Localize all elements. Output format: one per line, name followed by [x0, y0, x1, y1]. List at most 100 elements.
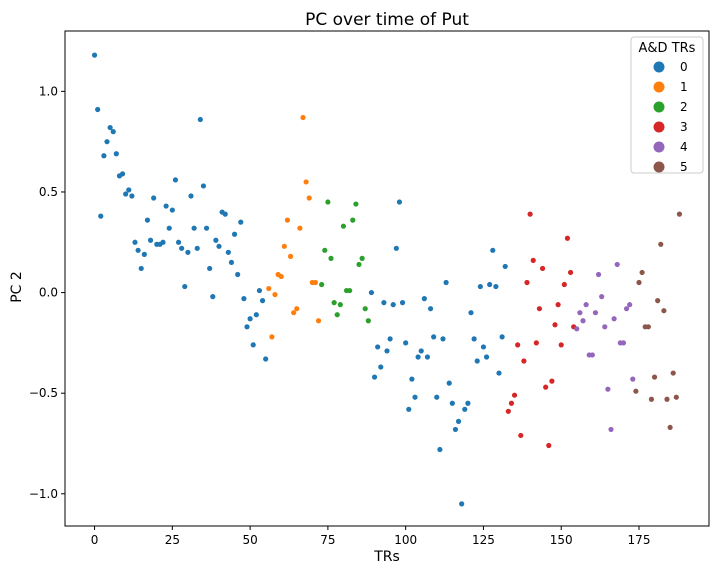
data-point-series-0	[396, 199, 403, 205]
chart-title: PC over time of Put	[305, 10, 469, 30]
data-point-series-0	[468, 310, 474, 316]
data-point-series-0	[110, 129, 116, 135]
data-point-series-0	[241, 296, 247, 302]
data-point-series-0	[98, 213, 104, 219]
data-point-series-0	[390, 302, 396, 308]
data-point-series-5	[667, 424, 673, 431]
data-point-series-3	[527, 211, 533, 217]
data-point-series-3	[530, 257, 536, 263]
data-point-series-0	[471, 336, 477, 342]
x-tick-label: 150	[550, 533, 573, 547]
data-point-series-3	[505, 408, 511, 414]
data-point-series-0	[263, 356, 269, 362]
data-point-series-4	[630, 376, 636, 382]
legend-label-5: 5	[680, 160, 688, 174]
data-point-series-1	[287, 253, 294, 259]
y-tick-label: 0.0	[39, 286, 58, 300]
data-point-series-0	[424, 354, 431, 360]
data-point-series-4	[623, 306, 630, 312]
data-point-series-5	[661, 308, 667, 314]
data-point-series-0	[247, 316, 253, 322]
data-point-series-0	[163, 203, 169, 209]
data-point-series-4	[627, 302, 633, 308]
data-point-series-1	[266, 285, 272, 292]
data-point-series-4	[595, 271, 602, 278]
data-point-series-1	[278, 273, 284, 280]
data-point-series-0	[185, 249, 191, 255]
x-tick-label: 175	[628, 533, 651, 547]
data-point-series-0	[144, 217, 151, 223]
data-point-series-0	[91, 52, 98, 58]
data-point-series-3	[511, 392, 518, 398]
data-point-series-5	[633, 388, 639, 394]
data-point-series-0	[182, 283, 188, 290]
legend-marker-2	[653, 101, 665, 113]
data-point-series-0	[462, 406, 468, 412]
x-tick-label: 125	[472, 533, 495, 547]
data-point-series-0	[415, 354, 421, 360]
y-tick-label: 0.5	[39, 185, 58, 199]
data-point-series-0	[378, 364, 384, 370]
legend-label-0: 0	[680, 60, 688, 74]
data-point-series-0	[222, 211, 228, 217]
data-point-series-0	[95, 106, 101, 113]
data-point-series-3	[533, 340, 539, 346]
data-point-series-0	[496, 370, 502, 376]
data-point-series-0	[175, 239, 182, 245]
y-tick-label: −0.5	[29, 386, 58, 400]
data-point-series-2	[319, 281, 325, 288]
legend-label-3: 3	[680, 120, 688, 134]
data-point-series-0	[104, 139, 110, 145]
data-point-series-0	[191, 225, 197, 231]
data-point-series-5	[636, 279, 642, 286]
data-point-series-0	[132, 239, 138, 245]
data-point-series-0	[483, 354, 490, 360]
y-tick-label: 1.0	[39, 84, 58, 98]
data-point-series-0	[381, 300, 387, 306]
data-point-series-0	[490, 247, 496, 253]
data-point-series-3	[508, 400, 515, 406]
data-point-series-0	[210, 294, 216, 300]
data-point-series-0	[188, 193, 194, 199]
data-point-series-1	[281, 243, 287, 249]
data-point-series-4	[614, 261, 620, 268]
data-point-series-5	[651, 374, 658, 380]
data-point-series-0	[474, 358, 480, 364]
data-point-series-1	[300, 114, 306, 121]
data-point-series-0	[446, 380, 452, 386]
data-point-series-1	[303, 179, 309, 185]
data-point-series-1	[312, 279, 319, 286]
legend-marker-1	[653, 81, 665, 93]
data-point-series-4	[599, 294, 605, 300]
data-point-series-2	[347, 287, 353, 294]
axes-frame	[64, 30, 710, 527]
data-point-series-5	[639, 269, 645, 276]
data-point-series-0	[452, 426, 459, 433]
data-point-series-3	[558, 342, 564, 348]
x-tick-label: 100	[394, 533, 417, 547]
data-point-series-0	[113, 151, 119, 157]
data-point-series-0	[228, 259, 235, 266]
data-point-series-0	[238, 219, 244, 225]
data-point-series-0	[119, 171, 126, 177]
data-point-series-0	[203, 225, 210, 231]
data-point-series-0	[147, 237, 154, 243]
data-point-series-4	[592, 310, 599, 316]
data-point-series-4	[574, 326, 580, 332]
data-point-series-1	[294, 306, 300, 312]
data-point-series-0	[459, 501, 465, 507]
data-point-series-2	[356, 261, 362, 268]
data-point-series-0	[502, 263, 508, 270]
data-point-series-3	[555, 302, 561, 308]
data-point-series-2	[340, 223, 347, 229]
data-point-series-0	[179, 245, 185, 251]
data-point-series-0	[403, 340, 409, 346]
data-point-series-2	[325, 199, 331, 205]
data-point-series-3	[543, 384, 549, 390]
legend-title: A&D TRs	[639, 41, 696, 56]
data-point-series-4	[589, 352, 595, 358]
data-point-series-0	[427, 306, 434, 312]
legend-marker-3	[653, 121, 665, 133]
legend-label-1: 1	[680, 80, 688, 94]
data-point-series-0	[487, 281, 493, 288]
